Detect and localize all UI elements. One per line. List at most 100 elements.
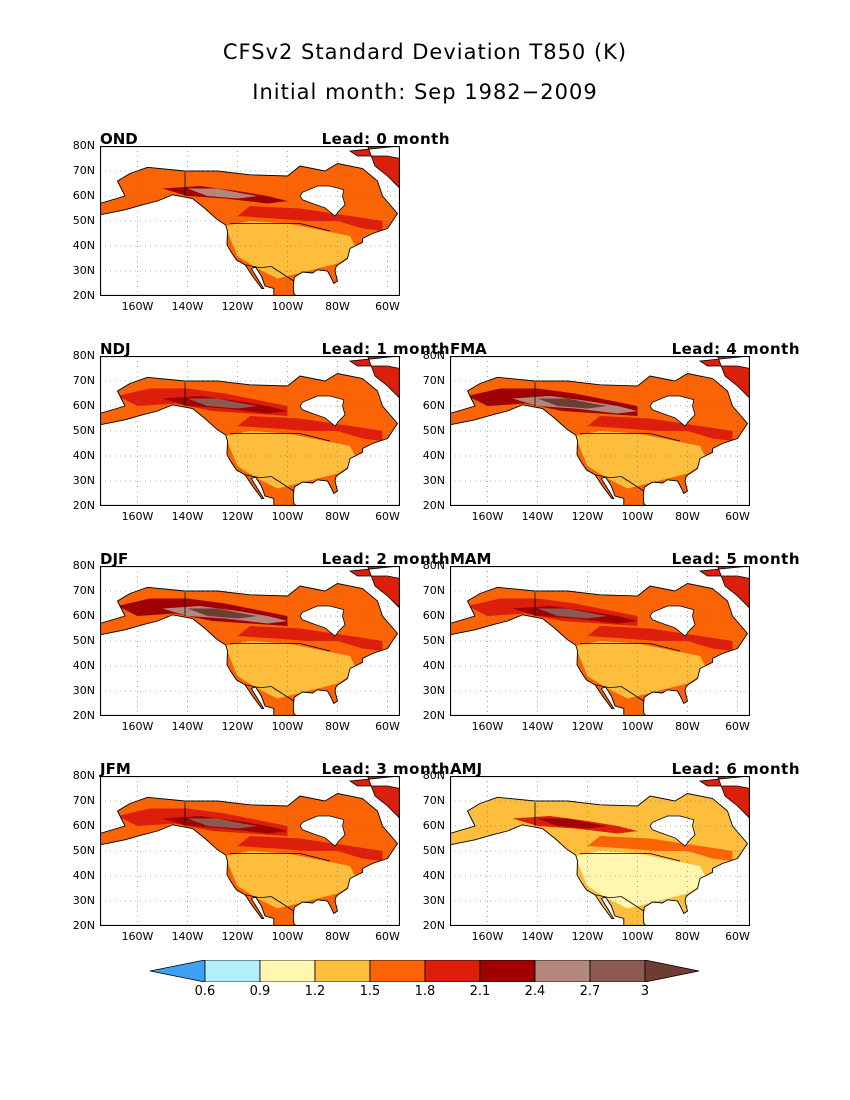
- contour-region: [225, 641, 358, 699]
- contour-region: [237, 836, 383, 861]
- hudson-bay: [649, 395, 696, 427]
- colorbar-swatch: [589, 960, 646, 982]
- panel-season-label: AMJ: [450, 760, 483, 778]
- lon-tick-label: 60W: [375, 300, 400, 313]
- lon-tick-label: 60W: [725, 720, 750, 733]
- colorbar-swatch: [150, 960, 206, 982]
- panel-season-label: NDJ: [100, 340, 131, 358]
- panel-lead-label: Lead: 1 month: [321, 340, 450, 358]
- panel-lead-label: Lead: 2 month: [321, 550, 450, 568]
- lon-tick-label: 140W: [171, 720, 204, 733]
- lat-tick-label: 80N: [72, 769, 95, 782]
- lat-tick-label: 60N: [72, 609, 95, 622]
- contour-region: [237, 206, 383, 231]
- lon-tick-label: 60W: [375, 720, 400, 733]
- lat-tick-label: 50N: [422, 634, 445, 647]
- contour-region: [225, 221, 358, 279]
- hudson-bay: [299, 815, 346, 847]
- lat-tick-label: 70N: [72, 374, 95, 387]
- map-plot: [100, 566, 400, 716]
- lon-tick-label: 80W: [675, 720, 700, 733]
- lon-tick-label: 100W: [271, 300, 304, 313]
- lat-tick-label: 50N: [422, 424, 445, 437]
- hudson-bay: [649, 815, 696, 847]
- lat-tick-label: 20N: [422, 919, 445, 932]
- lat-tick-label: 50N: [72, 424, 95, 437]
- lat-tick-label: 60N: [72, 189, 95, 202]
- map-panel-mam: MAM Lead: 5 month: [450, 550, 800, 750]
- lat-tick-label: 40N: [72, 869, 95, 882]
- colorbar-swatch: [369, 960, 426, 982]
- lat-tick-label: 20N: [422, 709, 445, 722]
- coastline: [100, 163, 399, 296]
- figure-subtitle: Initial month: Sep 1982−2009: [252, 80, 598, 104]
- colorbar-tick-label: 0.6: [194, 984, 216, 999]
- coastline: [100, 373, 399, 506]
- political-border: [649, 433, 681, 442]
- lon-tick-label: 160W: [471, 720, 504, 733]
- lat-tick-label: 60N: [72, 399, 95, 412]
- contour-region: [575, 431, 708, 489]
- map-plot: [450, 566, 750, 716]
- lon-tick-label: 120W: [221, 300, 254, 313]
- political-border: [594, 684, 611, 689]
- political-border: [299, 853, 331, 862]
- lon-tick-label: 100W: [621, 720, 654, 733]
- lon-tick-label: 160W: [121, 510, 154, 523]
- panel-season-label: OND: [100, 130, 138, 148]
- panel-lead-label: Lead: 6 month: [671, 760, 800, 778]
- lon-tick-label: 160W: [121, 930, 154, 943]
- hudson-bay: [299, 605, 346, 637]
- coastline: [100, 793, 399, 926]
- panel-lead-label: Lead: 4 month: [671, 340, 800, 358]
- lat-tick-label: 60N: [72, 819, 95, 832]
- lon-tick-label: 140W: [171, 300, 204, 313]
- lon-tick-label: 80W: [325, 510, 350, 523]
- map-plot: [450, 776, 750, 926]
- colorbar-tick-label: 1.2: [304, 984, 326, 999]
- political-border: [244, 264, 261, 269]
- political-border: [609, 686, 622, 689]
- lon-tick-label: 140W: [521, 510, 554, 523]
- political-border: [244, 684, 261, 689]
- lat-tick-label: 80N: [422, 559, 445, 572]
- contour-region: [587, 416, 733, 441]
- panel-lead-label: Lead: 0 month: [321, 130, 450, 148]
- lat-tick-label: 30N: [422, 474, 445, 487]
- lat-tick-label: 40N: [72, 239, 95, 252]
- lat-tick-label: 70N: [422, 374, 445, 387]
- coastline: [450, 583, 749, 716]
- lon-tick-label: 100W: [271, 720, 304, 733]
- political-border: [259, 686, 272, 689]
- map-panel-djf: DJF Lead: 2 month: [100, 550, 450, 750]
- lat-tick-label: 40N: [422, 869, 445, 882]
- panel-season-label: JFM: [100, 760, 131, 778]
- lat-tick-label: 40N: [72, 449, 95, 462]
- lat-tick-label: 70N: [422, 584, 445, 597]
- political-border: [609, 476, 622, 479]
- map-plot: [100, 146, 400, 296]
- contour-region: [237, 416, 383, 441]
- lon-tick-label: 120W: [571, 720, 604, 733]
- lat-tick-label: 30N: [422, 894, 445, 907]
- colorbar-swatch: [204, 960, 261, 982]
- lon-tick-label: 100W: [621, 510, 654, 523]
- lat-tick-label: 30N: [72, 894, 95, 907]
- map-panel-ond: OND Lead: 0 month: [100, 130, 450, 330]
- lon-tick-label: 120W: [221, 510, 254, 523]
- map-frame: [100, 776, 400, 926]
- lon-tick-label: 140W: [171, 510, 204, 523]
- political-border: [594, 474, 611, 479]
- colorbar-tick-label: 1.5: [359, 984, 381, 999]
- map-frame: [450, 356, 750, 506]
- lon-tick-label: 140W: [521, 930, 554, 943]
- lon-tick-label: 120W: [571, 510, 604, 523]
- map-panel-ndj: NDJ Lead: 1 month: [100, 340, 450, 540]
- lon-tick-label: 80W: [325, 720, 350, 733]
- lat-tick-label: 50N: [422, 844, 445, 857]
- lat-tick-label: 20N: [72, 289, 95, 302]
- lat-tick-label: 80N: [72, 139, 95, 152]
- lat-tick-label: 30N: [72, 474, 95, 487]
- political-border: [259, 266, 272, 269]
- lat-tick-label: 80N: [72, 349, 95, 362]
